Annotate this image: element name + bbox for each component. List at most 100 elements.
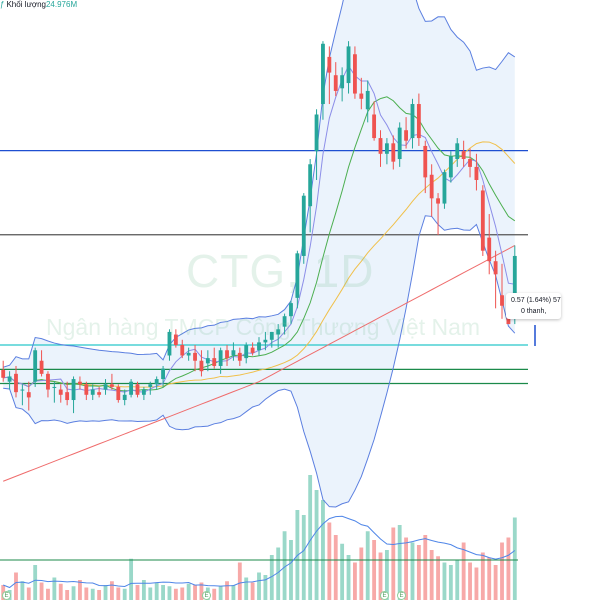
candle-body [78, 381, 82, 385]
candle-body [33, 350, 38, 382]
volume-bar [212, 588, 217, 600]
volume-bar [84, 587, 89, 600]
candle-body [333, 75, 338, 91]
candle-body [289, 303, 293, 317]
volume-bar [103, 585, 108, 600]
volume-bar [384, 550, 389, 600]
volume-bar [161, 585, 165, 600]
volume-bar [129, 558, 134, 600]
volume-bar [429, 550, 434, 600]
candle-body [65, 392, 70, 401]
candle-body [244, 345, 249, 359]
volume-bar [116, 587, 121, 600]
watermark-symbol: CTG, 1D [186, 245, 375, 297]
volume-bar [33, 565, 38, 600]
candle-body [359, 93, 364, 99]
volume-bar [39, 582, 44, 600]
volume-bar [225, 581, 229, 600]
ma-long-line [3, 141, 516, 388]
candle-body [295, 253, 300, 298]
volume-bar [180, 587, 185, 600]
candle-body [173, 334, 178, 346]
candle-body [480, 190, 485, 251]
volume-bar [90, 588, 95, 600]
volume-bar [14, 572, 18, 600]
volume-bar [199, 582, 204, 600]
candle-body [301, 195, 306, 256]
volume-bar [26, 587, 31, 600]
candle-body [269, 331, 274, 340]
candle-body [237, 352, 242, 361]
volume-bar [506, 537, 511, 600]
volume-bar [78, 580, 82, 600]
candle-body [468, 159, 472, 167]
candle-body [512, 255, 517, 319]
candle-body [154, 379, 159, 385]
event-marker[interactable]: E [397, 591, 406, 600]
volume-bar [448, 565, 453, 600]
candle-body [436, 198, 440, 204]
candle-body [84, 384, 89, 395]
volume-bar [276, 547, 281, 600]
candle-body [109, 384, 114, 387]
candle-body [353, 54, 357, 94]
candle-body [122, 394, 127, 401]
volume-bar [397, 525, 402, 600]
candle-body [103, 384, 108, 390]
volume-legend[interactable]: ƒ Khối lượng24.976M [0, 0, 77, 9]
volume-bar [97, 590, 102, 600]
volume-bar [58, 583, 63, 600]
volume-bar [391, 527, 396, 600]
volume-bar [52, 577, 57, 600]
candle-body [314, 114, 319, 152]
candle-body [46, 373, 50, 390]
candle-body [39, 360, 44, 374]
volume-bar [301, 515, 306, 600]
volume-bar [333, 535, 338, 600]
volume-bar [340, 543, 345, 600]
candle-body [193, 352, 197, 361]
volume-bar [480, 552, 485, 600]
volume-bar [327, 522, 332, 600]
candle-body [493, 261, 498, 275]
volume-bar [20, 581, 25, 600]
volume-bar [167, 586, 172, 600]
event-marker[interactable]: E [380, 591, 389, 600]
volume-bar [512, 517, 517, 600]
candle-body [276, 329, 281, 335]
volume-bar [154, 582, 159, 600]
volume-bar [308, 475, 313, 600]
volume-bar [46, 588, 50, 600]
candle-body [429, 174, 434, 199]
volume-bar [71, 586, 76, 600]
volume-bar [442, 562, 447, 600]
volume-bar [282, 531, 287, 600]
event-marker[interactable]: E [202, 591, 211, 600]
volume-bar [65, 590, 70, 600]
candle-body [487, 237, 492, 262]
candle-body [218, 350, 223, 366]
event-marker[interactable]: E [2, 591, 11, 600]
candle-body [135, 384, 140, 395]
volume-bar [263, 575, 268, 600]
candle-body [416, 104, 421, 139]
volume-label: Khối lượng [6, 0, 46, 9]
candle-body [378, 138, 383, 154]
volume-bar [122, 588, 127, 600]
volume-bar [109, 581, 114, 600]
volume-bar [135, 585, 140, 600]
volume-value: 24.976M [45, 0, 78, 9]
volume-bar [141, 580, 146, 600]
volume-bar [321, 500, 325, 600]
candle-body [161, 368, 165, 380]
volume-bar [289, 540, 293, 600]
candle-body [282, 316, 287, 327]
volume-bar [346, 555, 351, 600]
candle-body [474, 166, 479, 180]
candle-body [321, 43, 325, 105]
volume-bar [436, 556, 440, 600]
candle-body [26, 392, 31, 398]
candle-body [372, 114, 377, 139]
